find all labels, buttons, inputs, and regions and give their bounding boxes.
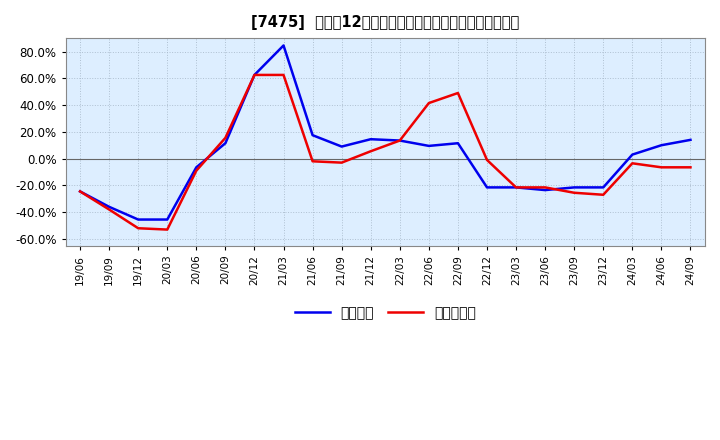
当期純利益 [599,192,608,198]
経常利益 [192,165,201,170]
当期純利益 [541,185,549,190]
経常利益 [570,185,578,190]
経常利益 [134,217,143,222]
経常利益 [657,143,666,148]
当期純利益 [366,149,375,154]
経常利益 [512,185,521,190]
経常利益 [105,204,114,209]
当期純利益 [105,207,114,212]
当期純利益 [686,165,695,170]
当期純利益 [657,165,666,170]
当期純利益 [454,90,462,95]
経常利益 [395,138,404,143]
当期純利益 [338,160,346,165]
経常利益 [76,189,84,194]
当期純利益 [134,226,143,231]
当期純利益 [308,159,317,164]
経常利益 [628,152,636,157]
Legend: 経常利益, 当期純利益: 経常利益, 当期純利益 [289,301,481,326]
当期純利益 [512,185,521,190]
当期純利益 [279,72,288,77]
Line: 経常利益: 経常利益 [80,45,690,220]
経常利益 [366,136,375,142]
Line: 当期純利益: 当期純利益 [80,75,690,230]
経常利益 [541,187,549,193]
当期純利益 [425,100,433,106]
当期純利益 [192,168,201,173]
経常利益 [279,43,288,48]
当期純利益 [570,190,578,195]
経常利益 [250,72,258,77]
経常利益 [221,140,230,146]
経常利益 [338,144,346,149]
Title: [7475]  利益の12か月移動合計の対前年同期増減率の推移: [7475] 利益の12か月移動合計の対前年同期増減率の推移 [251,15,519,30]
経常利益 [686,137,695,143]
当期純利益 [221,135,230,140]
経常利益 [599,185,608,190]
経常利益 [425,143,433,149]
経常利益 [308,132,317,138]
当期純利益 [250,72,258,77]
当期純利益 [482,158,491,163]
当期純利益 [395,138,404,143]
当期純利益 [628,161,636,166]
当期純利益 [76,189,84,194]
経常利益 [454,140,462,146]
経常利益 [163,217,171,222]
当期純利益 [163,227,171,232]
経常利益 [482,185,491,190]
